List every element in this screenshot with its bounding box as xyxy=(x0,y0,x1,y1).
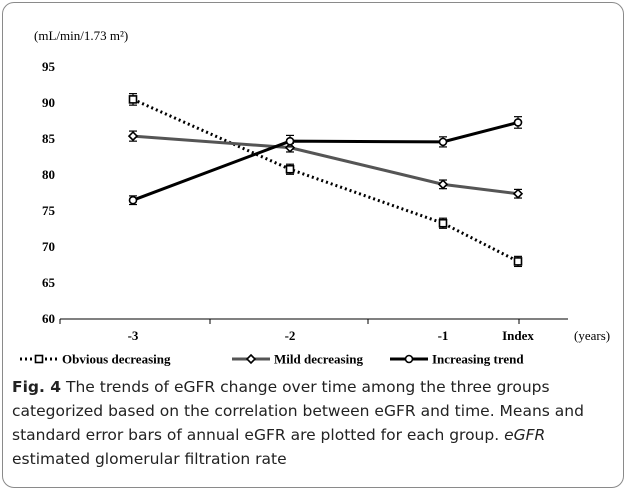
data-point xyxy=(437,179,449,190)
data-point xyxy=(438,218,448,228)
legend-item: Mild decreasing xyxy=(232,352,363,367)
legend-label: Obvious decreasing xyxy=(62,352,171,367)
figure-frame xyxy=(2,2,624,488)
data-point xyxy=(284,142,296,153)
x-axis: -3 -2 -1 Index xyxy=(59,318,568,343)
legend-item: Obvious decreasing xyxy=(20,352,171,367)
x-axis-label: (years) xyxy=(574,328,610,343)
x-tick-label: -2 xyxy=(285,328,296,343)
data-point xyxy=(438,137,448,147)
legend-item: Increasing trend xyxy=(390,352,524,367)
y-tick-label: 60 xyxy=(42,311,55,326)
data-point xyxy=(128,195,138,205)
y-axis: 60 65 70 75 80 85 90 95 xyxy=(42,59,56,326)
legend-marker xyxy=(404,354,414,364)
series-obvious-decreasing xyxy=(128,93,523,268)
data-point xyxy=(512,188,524,199)
line-chart: (mL/min/1.73 m²) 60 65 70 75 80 85 90 95 -3 -2 -1… xyxy=(20,28,610,367)
series-line xyxy=(132,120,519,202)
data-point xyxy=(513,257,523,266)
data-point xyxy=(513,118,523,127)
series-increasing-trend xyxy=(128,116,523,206)
legend: Obvious decreasing Mild decreasing Increas… xyxy=(20,352,524,367)
data-point xyxy=(285,136,295,146)
series-mild-decreasing xyxy=(127,130,524,199)
x-tick-label: -1 xyxy=(438,328,449,343)
legend-label: Mild decreasing xyxy=(274,352,363,367)
y-tick-label: 70 xyxy=(42,239,55,254)
series-line xyxy=(132,134,519,196)
figure-label: Fig. 4 xyxy=(12,378,62,396)
y-axis-label: (mL/min/1.73 m²) xyxy=(34,28,128,43)
caption-text: The trends of eGFR change over time amon… xyxy=(12,378,584,444)
y-tick-label: 85 xyxy=(42,131,56,146)
y-tick-label: 90 xyxy=(42,95,55,110)
legend-marker xyxy=(245,353,257,365)
y-tick-label: 75 xyxy=(42,203,56,218)
data-point xyxy=(128,95,138,104)
data-point xyxy=(127,130,139,142)
caption-abbreviation-definition: estimated glomerular filtration rate xyxy=(12,450,287,468)
x-tick-label: -3 xyxy=(128,328,139,343)
y-tick-label: 95 xyxy=(42,59,56,74)
figure-caption: Fig. 4 The trends of eGFR change over ti… xyxy=(12,375,612,471)
series-line xyxy=(132,98,519,263)
y-tick-label: 65 xyxy=(42,275,56,290)
y-tick-label: 80 xyxy=(42,167,55,182)
legend-label: Increasing trend xyxy=(432,352,524,367)
caption-abbreviation: eGFR xyxy=(504,426,546,444)
data-point xyxy=(285,164,295,174)
x-tick-label: Index xyxy=(502,328,534,343)
series-group xyxy=(127,93,524,268)
legend-marker xyxy=(34,354,44,364)
